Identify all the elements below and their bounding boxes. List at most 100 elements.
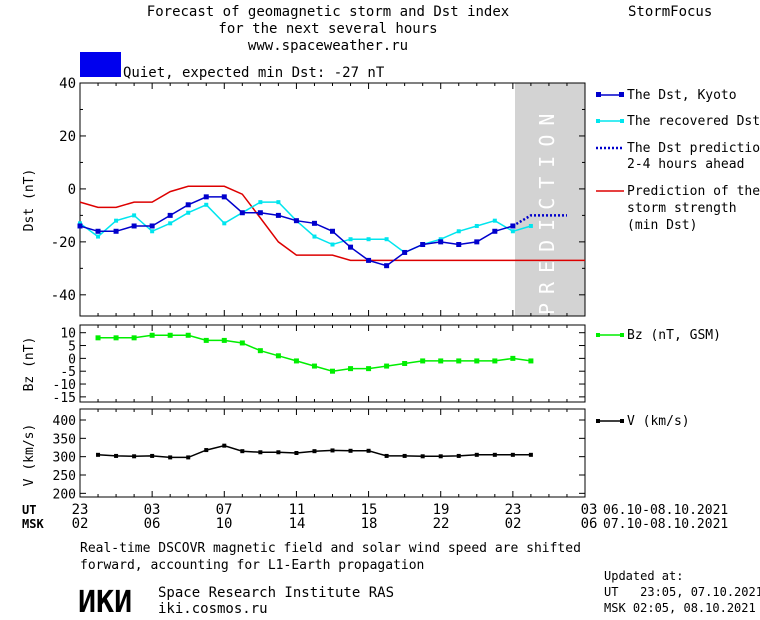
dst-kyoto-point xyxy=(95,228,101,234)
dst-kyoto-point xyxy=(384,263,390,269)
dst-recovered-point xyxy=(348,237,353,242)
dst-recovered-point xyxy=(150,229,155,234)
v-point xyxy=(510,452,515,457)
v-point xyxy=(168,455,173,460)
dst-kyoto-point xyxy=(203,194,209,200)
v-point xyxy=(96,452,101,457)
bz-ylabel: Bz (nT) xyxy=(22,337,37,392)
v-ylabel: V (km/s) xyxy=(22,424,37,487)
updated-ut: UT 23:05, 07.10.2021 xyxy=(604,585,760,599)
v-point xyxy=(420,454,425,459)
y-tick-label: -10 xyxy=(53,378,76,393)
v-panel: 400 350 300 250 200 V (km/s) xyxy=(22,408,586,502)
dst-recovered-point xyxy=(168,221,173,226)
bz-point xyxy=(167,332,173,338)
legend-label-dst-prediction: 2-4 hours ahead xyxy=(627,157,744,172)
y-tick-label: -40 xyxy=(51,288,76,304)
status-text: Quiet, expected min Dst: -27 nT xyxy=(123,65,385,81)
bz-point xyxy=(185,332,191,338)
title-line-2: for the next several hours xyxy=(218,21,437,37)
dst-recovered-point xyxy=(186,210,191,215)
dst-kyoto-point xyxy=(239,210,245,216)
legend-label-bz: Bz (nT, GSM) xyxy=(627,328,721,343)
bz-plot-frame xyxy=(79,324,586,403)
v-point xyxy=(132,454,137,459)
dst-prediction-line xyxy=(512,214,567,228)
y-tick-label: -5 xyxy=(60,365,76,380)
dst-recovered-point xyxy=(276,200,281,205)
legend-label-v: V (km/s) xyxy=(627,414,690,429)
dst-kyoto-point xyxy=(257,210,263,216)
dst-kyoto-point xyxy=(348,244,354,250)
dst-recovered-point xyxy=(510,229,515,234)
dst-kyoto-point xyxy=(77,223,83,229)
ut-date-range: 06.10-08.10.2021 xyxy=(603,503,728,518)
dst-recovered-point xyxy=(438,237,443,242)
dst-panel: PREDICTION 40 20 0 -20 -40 Dst (nT) xyxy=(22,76,586,317)
brand-label: StormFocus xyxy=(628,4,712,20)
v-point xyxy=(186,455,191,460)
dst-recovered-point xyxy=(474,223,479,228)
y-tick-label: -15 xyxy=(53,391,76,406)
dst-recovered-point xyxy=(366,237,371,242)
legend-marker-dst-kyoto xyxy=(596,92,601,97)
v-point xyxy=(114,453,119,458)
footer-note-line-1: Real-time DSCOVR magnetic field and sola… xyxy=(80,541,581,556)
msk-tick-label: 06 xyxy=(581,516,598,532)
ut-tick-label: 15 xyxy=(361,502,378,518)
bz-point xyxy=(203,337,209,343)
bz-point xyxy=(131,335,137,341)
y-tick-label: 20 xyxy=(59,129,76,145)
legend-label-storm-strength: storm strength xyxy=(627,201,737,216)
y-tick-label: 200 xyxy=(53,487,76,502)
ut-tick-label: 23 xyxy=(505,502,522,518)
ut-tick-label: 19 xyxy=(433,502,450,518)
legend-label-storm-strength: Prediction of the xyxy=(627,184,760,199)
msk-tick-label: 02 xyxy=(72,516,89,532)
bz-point xyxy=(528,358,534,364)
legend-marker-v xyxy=(620,419,624,423)
time-axis: UT MSK 23 03 07 11 15 19 23 03 02 06 10 … xyxy=(22,83,728,532)
dst-kyoto-point xyxy=(275,212,281,218)
dst-ylabel: Dst (nT) xyxy=(22,169,37,232)
dst-kyoto-point xyxy=(149,223,155,229)
dst-recovered-point xyxy=(114,218,119,223)
y-tick-label: 300 xyxy=(53,451,76,466)
dst-recovered-point xyxy=(96,234,101,239)
v-point xyxy=(276,450,281,455)
dst-kyoto-point xyxy=(330,228,335,234)
footer-note-line-2: forward, accounting for L1-Earth propaga… xyxy=(80,558,424,573)
ut-tick-label: 23 xyxy=(72,502,89,518)
dst-recovered-point xyxy=(384,237,389,242)
ut-tick-label: 03 xyxy=(144,502,161,518)
legend-label-dst-recovered: The recovered Dst xyxy=(627,114,760,129)
dst-recovered-point xyxy=(204,202,209,207)
v-point xyxy=(330,448,335,453)
bz-point xyxy=(474,358,480,364)
dst-kyoto-point xyxy=(185,202,191,208)
bz-point xyxy=(149,332,155,338)
dst-recovered-point xyxy=(312,234,317,239)
v-point xyxy=(384,453,389,458)
bz-point xyxy=(293,358,299,364)
legend: The Dst, Kyoto The recovered Dst The Dst… xyxy=(596,88,760,429)
dst-recovered-point xyxy=(78,221,82,226)
ut-tick-label: 07 xyxy=(216,502,233,518)
msk-tick-label: 06 xyxy=(144,516,161,532)
legend-label-storm-strength: (min Dst) xyxy=(627,218,697,233)
bz-point xyxy=(384,363,390,369)
bz-point xyxy=(348,366,354,372)
v-point xyxy=(240,449,245,454)
dst-kyoto-point xyxy=(221,194,227,200)
dst-kyoto-point xyxy=(113,228,119,234)
msk-tick-label: 02 xyxy=(505,516,522,532)
v-point xyxy=(366,448,371,453)
ut-tick-label: 11 xyxy=(289,502,306,518)
v-point xyxy=(348,448,353,453)
dst-kyoto-point xyxy=(456,242,462,248)
v-point xyxy=(204,448,209,453)
v-point xyxy=(492,452,497,457)
v-point xyxy=(438,454,443,459)
